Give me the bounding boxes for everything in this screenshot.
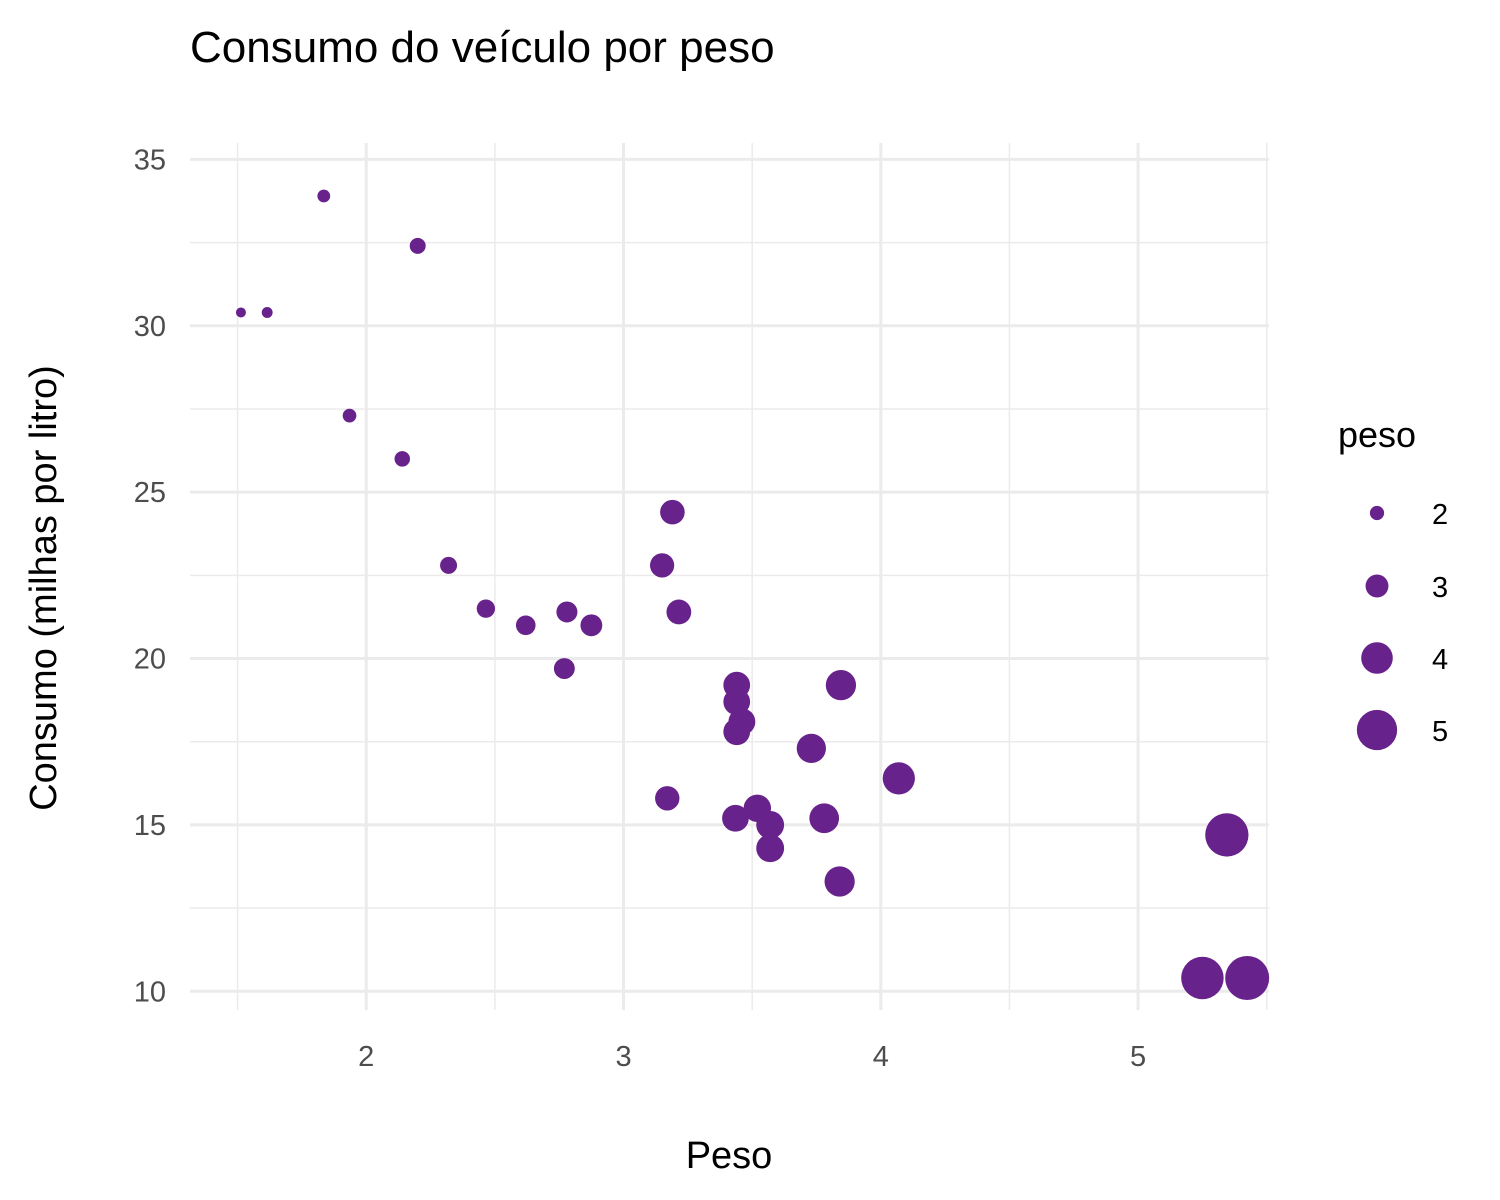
y-axis-ticks: 10 15 20 25 30 35 <box>134 144 166 1008</box>
chart-title: Consumo do veículo por peso <box>190 23 775 72</box>
legend-key <box>1356 709 1398 751</box>
legend-label: 5 <box>1432 716 1448 748</box>
data-point <box>476 599 496 618</box>
data-point <box>882 762 915 795</box>
x-tick-label: 4 <box>873 1041 889 1073</box>
data-point <box>809 803 840 834</box>
x-tick-label: 3 <box>615 1041 631 1073</box>
legend-title: peso <box>1338 414 1416 455</box>
y-tick-label: 10 <box>134 976 166 1008</box>
data-point <box>728 708 756 736</box>
data-point <box>1205 813 1249 857</box>
grid <box>190 143 1269 1010</box>
size-legend: peso 2 3 4 5 <box>1338 414 1448 751</box>
data-point <box>660 499 685 525</box>
data-point <box>261 307 273 318</box>
legend-label: 3 <box>1432 572 1448 604</box>
y-tick-label: 25 <box>134 477 166 509</box>
data-point <box>825 670 857 701</box>
data-point <box>1181 956 1224 1000</box>
data-point <box>649 553 675 578</box>
data-point <box>515 615 536 636</box>
data-points <box>235 189 1270 1000</box>
data-point <box>580 614 603 637</box>
legend-key <box>1369 505 1385 521</box>
data-point <box>796 733 826 764</box>
data-point <box>553 658 575 679</box>
x-axis-title: Peso <box>686 1135 773 1177</box>
data-point <box>723 671 751 699</box>
data-point <box>394 451 410 467</box>
x-tick-label: 2 <box>358 1041 374 1073</box>
data-point <box>666 599 692 625</box>
legend-key <box>1365 574 1389 598</box>
data-point <box>756 810 785 839</box>
legend-label: 4 <box>1432 644 1448 676</box>
y-tick-label: 15 <box>134 810 166 842</box>
y-tick-label: 20 <box>134 644 166 676</box>
data-point <box>235 307 246 318</box>
legend-key <box>1361 642 1393 674</box>
data-point <box>342 408 357 423</box>
y-tick-label: 35 <box>134 144 166 176</box>
data-point <box>824 866 855 897</box>
data-point <box>409 237 426 254</box>
data-point <box>756 834 785 863</box>
data-point <box>440 556 458 574</box>
y-axis-title: Consumo (milhas por litro) <box>23 365 65 811</box>
data-point <box>317 189 331 203</box>
data-point <box>655 786 680 811</box>
x-tick-label: 5 <box>1130 1041 1146 1073</box>
legend-label: 2 <box>1432 499 1448 531</box>
y-tick-label: 30 <box>134 311 166 343</box>
x-axis-ticks: 2 3 4 5 <box>358 1041 1146 1073</box>
data-point <box>556 601 578 623</box>
data-point <box>1225 956 1270 1000</box>
data-point <box>722 804 749 832</box>
